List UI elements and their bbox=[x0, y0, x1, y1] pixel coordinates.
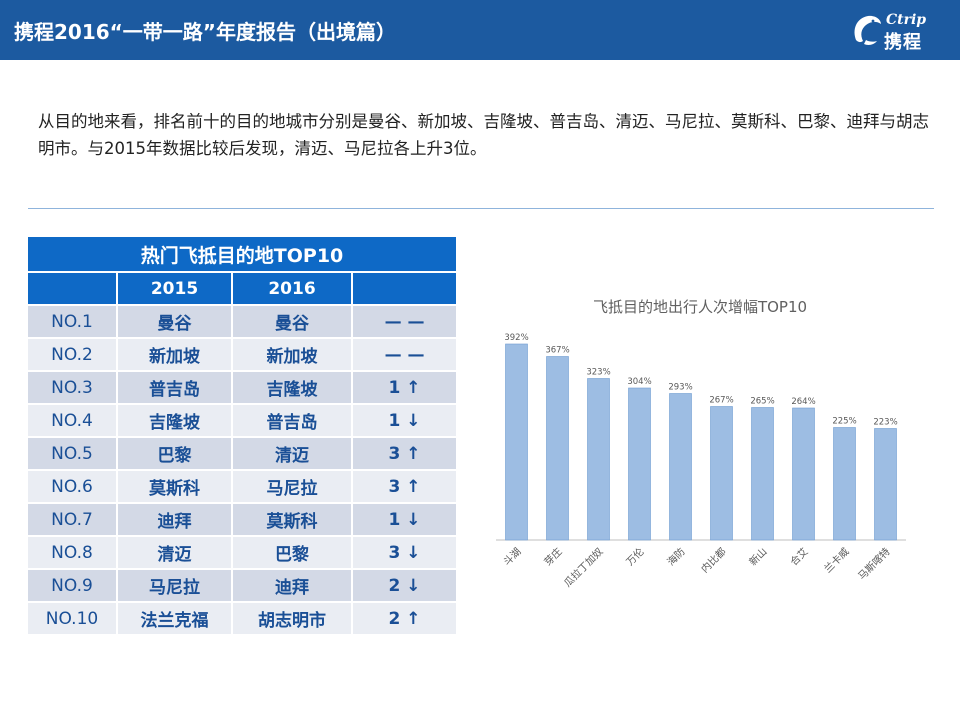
city-2016-cell: 巴黎 bbox=[231, 535, 353, 570]
city-2016-cell: 莫斯科 bbox=[231, 502, 353, 537]
chart-bar bbox=[874, 428, 897, 541]
section-divider bbox=[28, 208, 934, 209]
rank-cell: NO.4 bbox=[26, 403, 118, 438]
city-2016-cell: 马尼拉 bbox=[231, 469, 353, 504]
city-2015-cell: 迪拜 bbox=[116, 502, 233, 537]
city-2016-cell: 曼谷 bbox=[231, 304, 353, 339]
ctrip-logo: Ctrip 携程 bbox=[850, 10, 950, 53]
chart-bar bbox=[546, 356, 569, 541]
city-2015-cell: 吉隆坡 bbox=[116, 403, 233, 438]
bar-data-label: 267% bbox=[709, 396, 733, 406]
rank-change-cell: 1 ↓ bbox=[350, 502, 459, 537]
chart-bar bbox=[669, 393, 692, 541]
city-2016-cell: 清迈 bbox=[231, 436, 353, 471]
city-2016-cell: 迪拜 bbox=[231, 568, 353, 603]
bar-data-label: 223% bbox=[873, 418, 897, 428]
table-row: NO.2 新加坡 新加坡 — — bbox=[26, 337, 459, 372]
rank-change-cell: 3 ↓ bbox=[350, 535, 459, 570]
x-tick-label: 芽庄 bbox=[541, 545, 564, 568]
city-2015-cell: 莫斯科 bbox=[116, 469, 233, 504]
rank-cell: NO.2 bbox=[26, 337, 118, 372]
chart-bar bbox=[833, 427, 856, 541]
table-row: NO.9 马尼拉 迪拜 2 ↓ bbox=[26, 568, 459, 603]
city-2015-cell: 新加坡 bbox=[116, 337, 233, 372]
city-2016-cell: 普吉岛 bbox=[231, 403, 353, 438]
header-2015: 2015 bbox=[116, 271, 233, 306]
chart-bar bbox=[751, 407, 774, 541]
rank-change-cell: 2 ↓ bbox=[350, 568, 459, 603]
chart-bar bbox=[628, 387, 651, 541]
rank-cell: NO.1 bbox=[26, 304, 118, 339]
city-2015-cell: 曼谷 bbox=[116, 304, 233, 339]
chart-bar bbox=[792, 407, 815, 541]
table-row: NO.8 清迈 巴黎 3 ↓ bbox=[26, 535, 459, 570]
bar-data-label: 392% bbox=[504, 333, 528, 343]
city-2016-cell: 吉隆坡 bbox=[231, 370, 353, 405]
x-tick-label: 海防 bbox=[664, 545, 687, 568]
city-2016-cell: 胡志明市 bbox=[231, 601, 353, 636]
x-tick-label: 斗湖 bbox=[501, 546, 524, 569]
dolphin-icon bbox=[854, 15, 881, 45]
chart-bar bbox=[505, 343, 528, 541]
city-2015-cell: 清迈 bbox=[116, 535, 233, 570]
header-change bbox=[350, 271, 459, 306]
table-title-row: 热门飞抵目的地TOP10 bbox=[25, 235, 459, 273]
header-2016: 2016 bbox=[231, 271, 353, 306]
bar-data-label: 323% bbox=[586, 368, 610, 378]
table-row: NO.7 迪拜 莫斯科 1 ↓ bbox=[26, 502, 459, 537]
x-tick-label: 兰卡威 bbox=[821, 545, 851, 575]
city-2015-cell: 普吉岛 bbox=[116, 370, 233, 405]
header-rank bbox=[26, 271, 118, 306]
rank-change-cell: — — bbox=[350, 304, 459, 339]
rank-cell: NO.10 bbox=[26, 601, 118, 636]
x-tick-label: 瓜拉丁加奴 bbox=[561, 545, 606, 590]
rank-cell: NO.9 bbox=[26, 568, 118, 603]
chart-bar bbox=[587, 378, 610, 541]
top10-destinations-table: 热门飞抵目的地TOP10 2015 2016 NO.1 曼谷 曼谷 — — NO.2 新加… bbox=[25, 235, 459, 636]
rank-cell: NO.6 bbox=[26, 469, 118, 504]
table-row: NO.5 巴黎 清迈 3 ↑ bbox=[26, 436, 459, 471]
bar-data-label: 265% bbox=[750, 397, 774, 407]
rank-change-cell: 1 ↑ bbox=[350, 370, 459, 405]
rank-change-cell: 3 ↑ bbox=[350, 436, 459, 471]
table-row: NO.6 莫斯科 马尼拉 3 ↑ bbox=[26, 469, 459, 504]
bar-data-label: 304% bbox=[627, 377, 651, 387]
x-tick-label: 合艾 bbox=[787, 545, 810, 568]
page-title: 携程2016“一带一路”年度报告（出境篇） bbox=[14, 20, 396, 44]
rank-cell: NO.7 bbox=[26, 502, 118, 537]
intro-paragraph: 从目的地来看，排名前十的目的地城市分别是曼谷、新加坡、吉隆坡、普吉岛、清迈、马尼… bbox=[38, 112, 929, 158]
table-row: NO.4 吉隆坡 普吉岛 1 ↓ bbox=[26, 403, 459, 438]
table-row: NO.3 普吉岛 吉隆坡 1 ↑ bbox=[26, 370, 459, 405]
logo-chinese-text: 携程 bbox=[884, 32, 922, 53]
rank-change-cell: 1 ↓ bbox=[350, 403, 459, 438]
rank-change-cell: — — bbox=[350, 337, 459, 372]
x-tick-label: 万伦 bbox=[623, 545, 646, 568]
table-row: NO.1 曼谷 曼谷 — — bbox=[26, 304, 459, 339]
growth-bar-chart: 392% 斗湖 367% 芽庄 323% 瓜拉丁加奴 304% 万伦 293% 海防 267% 内比都… bbox=[496, 333, 906, 590]
bar-data-label: 225% bbox=[832, 417, 856, 427]
header-bar: 携程2016“一带一路”年度报告（出境篇） Ctrip 携程 bbox=[0, 0, 960, 60]
table-title: 热门飞抵目的地TOP10 bbox=[25, 235, 459, 273]
rank-cell: NO.3 bbox=[26, 370, 118, 405]
rank-change-cell: 2 ↑ bbox=[350, 601, 459, 636]
x-tick-label: 内比都 bbox=[698, 545, 728, 575]
city-2016-cell: 新加坡 bbox=[231, 337, 353, 372]
city-2015-cell: 法兰克福 bbox=[116, 601, 233, 636]
chart-bar bbox=[710, 406, 733, 541]
rank-cell: NO.5 bbox=[26, 436, 118, 471]
bar-data-label: 264% bbox=[791, 397, 815, 407]
city-2015-cell: 马尼拉 bbox=[116, 568, 233, 603]
x-tick-label: 马斯喀特 bbox=[855, 545, 892, 582]
logo-latin-text: Ctrip bbox=[886, 12, 927, 28]
city-2015-cell: 巴黎 bbox=[116, 436, 233, 471]
table-row: NO.10 法兰克福 胡志明市 2 ↑ bbox=[26, 601, 459, 636]
x-tick-label: 新山 bbox=[746, 545, 769, 568]
table-header-row: 2015 2016 bbox=[26, 271, 459, 306]
bar-data-label: 293% bbox=[668, 383, 692, 393]
rank-change-cell: 3 ↑ bbox=[350, 469, 459, 504]
bar-data-label: 367% bbox=[545, 346, 569, 356]
rank-cell: NO.8 bbox=[26, 535, 118, 570]
chart-title: 飞抵目的地出行人次增幅TOP10 bbox=[592, 298, 808, 316]
